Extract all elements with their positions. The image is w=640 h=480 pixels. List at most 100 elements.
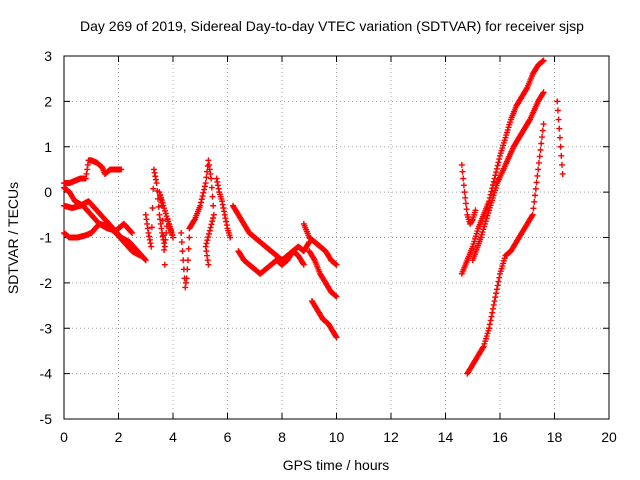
data-point bbox=[496, 274, 503, 281]
data-point bbox=[203, 240, 210, 247]
data-point bbox=[491, 298, 498, 305]
data-point bbox=[137, 252, 144, 259]
series-rise-14h-main bbox=[458, 57, 547, 277]
data-point bbox=[198, 199, 205, 206]
data-point bbox=[554, 98, 561, 105]
data-point bbox=[540, 89, 547, 96]
data-point bbox=[477, 234, 484, 241]
data-point bbox=[161, 246, 168, 253]
data-point bbox=[478, 231, 485, 238]
series-start-14h bbox=[458, 161, 479, 227]
x-tick-label: 2 bbox=[115, 429, 123, 445]
data-point bbox=[463, 206, 470, 213]
data-point bbox=[559, 170, 566, 177]
data-point bbox=[153, 180, 160, 187]
data-point bbox=[482, 220, 489, 227]
data-point bbox=[161, 261, 168, 268]
data-point bbox=[490, 301, 497, 308]
x-tick-label: 8 bbox=[278, 429, 286, 445]
data-point bbox=[485, 209, 492, 216]
series-tail-9h bbox=[300, 220, 340, 268]
series-cluster-5h bbox=[213, 175, 234, 241]
data-point bbox=[208, 221, 215, 228]
data-point bbox=[150, 185, 157, 192]
data-point bbox=[494, 282, 501, 289]
x-tick-label: 16 bbox=[492, 429, 508, 445]
data-point bbox=[532, 192, 539, 199]
data-point bbox=[459, 168, 466, 175]
data-point bbox=[492, 294, 499, 301]
data-point bbox=[183, 275, 190, 282]
data-point bbox=[558, 152, 565, 159]
data-point bbox=[461, 189, 468, 196]
data-point bbox=[129, 229, 136, 236]
data-point bbox=[535, 159, 542, 166]
data-point bbox=[496, 156, 503, 163]
data-point bbox=[557, 143, 564, 150]
x-tick-label: 12 bbox=[383, 429, 399, 445]
data-point bbox=[205, 261, 212, 268]
data-point bbox=[538, 140, 545, 147]
data-point bbox=[462, 194, 469, 201]
y-tick-label: -2 bbox=[40, 275, 53, 291]
data-points bbox=[61, 57, 566, 377]
data-point bbox=[554, 107, 561, 114]
data-point bbox=[204, 237, 211, 244]
y-tick-label: 1 bbox=[44, 139, 52, 155]
data-point bbox=[160, 232, 167, 239]
x-tick-label: 4 bbox=[169, 429, 177, 445]
data-point bbox=[472, 207, 479, 214]
x-tick-label: 20 bbox=[601, 429, 617, 445]
x-tick-label: 18 bbox=[547, 429, 563, 445]
data-point bbox=[479, 344, 486, 351]
data-point bbox=[201, 186, 208, 193]
data-point bbox=[483, 215, 490, 222]
data-point bbox=[333, 293, 340, 300]
data-point bbox=[178, 229, 185, 236]
data-point bbox=[227, 234, 234, 241]
x-tick-label: 10 bbox=[329, 429, 345, 445]
data-point bbox=[532, 185, 539, 192]
x-tick-label: 6 bbox=[224, 429, 232, 445]
grid bbox=[64, 56, 609, 419]
data-point bbox=[300, 261, 307, 268]
data-point bbox=[200, 189, 207, 196]
data-point bbox=[484, 212, 491, 219]
data-point bbox=[207, 224, 214, 231]
y-tick-label: -5 bbox=[40, 411, 53, 427]
data-point bbox=[533, 179, 540, 186]
data-point bbox=[539, 127, 546, 134]
series-cluster-3h bbox=[142, 166, 176, 268]
data-point bbox=[142, 257, 149, 264]
data-point bbox=[185, 245, 192, 252]
y-tick-label: -4 bbox=[40, 366, 53, 382]
x-tick-label: 14 bbox=[438, 429, 454, 445]
data-point bbox=[203, 174, 210, 181]
data-point bbox=[492, 172, 499, 179]
data-point bbox=[209, 193, 216, 200]
data-point bbox=[531, 198, 538, 205]
data-point bbox=[494, 162, 501, 169]
series-drop-9h bbox=[306, 248, 340, 300]
y-tick-label: -1 bbox=[40, 230, 53, 246]
data-point bbox=[530, 205, 537, 212]
data-point bbox=[535, 166, 542, 173]
data-point bbox=[489, 309, 496, 316]
data-point bbox=[162, 236, 169, 243]
data-point bbox=[556, 125, 563, 132]
data-point bbox=[493, 169, 500, 176]
data-point bbox=[210, 202, 217, 209]
data-point bbox=[202, 180, 209, 187]
data-point bbox=[184, 257, 191, 264]
data-point bbox=[210, 214, 217, 221]
data-point bbox=[537, 146, 544, 153]
data-point bbox=[141, 256, 148, 263]
data-point bbox=[493, 165, 500, 172]
data-point bbox=[179, 248, 186, 255]
data-point bbox=[540, 121, 547, 128]
series-cluster-4h-up bbox=[186, 157, 217, 268]
data-point bbox=[186, 234, 193, 241]
x-tick-label: 0 bbox=[60, 429, 68, 445]
data-point bbox=[197, 202, 204, 209]
